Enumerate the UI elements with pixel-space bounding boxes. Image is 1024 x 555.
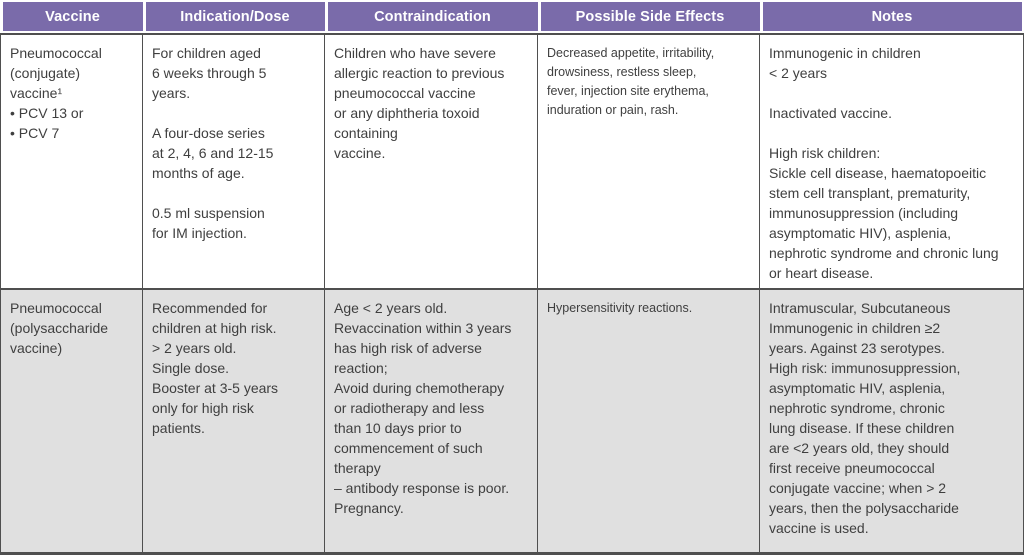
header-contraindication: Contraindication — [327, 2, 538, 31]
table-body: Pneumococcal (conjugate) vaccine¹ • PCV … — [0, 33, 1024, 555]
cell-indication-dose: Recommended for children at high risk. >… — [143, 290, 325, 552]
cell-contraindication: Children who have severe allergic reacti… — [325, 35, 538, 288]
table-row-polysaccharide-vaccine: Pneumococcal (polysaccharide vaccine) Re… — [1, 288, 1023, 552]
table-header-row: Vaccine Indication/Dose Contraindication… — [0, 0, 1024, 33]
cell-notes: Intramuscular, Subcutaneous Immunogenic … — [769, 300, 961, 536]
cell-vaccine-name: Pneumococcal (conjugate) vaccine¹ • PCV … — [1, 35, 143, 288]
cell-contraindication: Age < 2 years old. Revaccination within … — [325, 290, 538, 552]
table-row-conjugate-vaccine: Pneumococcal (conjugate) vaccine¹ • PCV … — [1, 35, 1023, 288]
cell-vaccine-name: Pneumococcal (polysaccharide vaccine) — [1, 290, 143, 552]
cell-side-effects: Hypersensitivity reactions. — [538, 290, 760, 552]
header-indication-dose: Indication/Dose — [145, 2, 325, 31]
header-notes: Notes — [762, 2, 1022, 31]
header-possible-side-effects: Possible Side Effects — [540, 2, 760, 31]
cell-notes: Immunogenic in children < 2 years Inacti… — [769, 45, 999, 281]
cell-indication-dose: For children aged 6 weeks through 5 year… — [143, 35, 325, 288]
cell-side-effects: Decreased appetite, irritability, drowsi… — [538, 35, 760, 288]
header-vaccine: Vaccine — [2, 2, 143, 31]
